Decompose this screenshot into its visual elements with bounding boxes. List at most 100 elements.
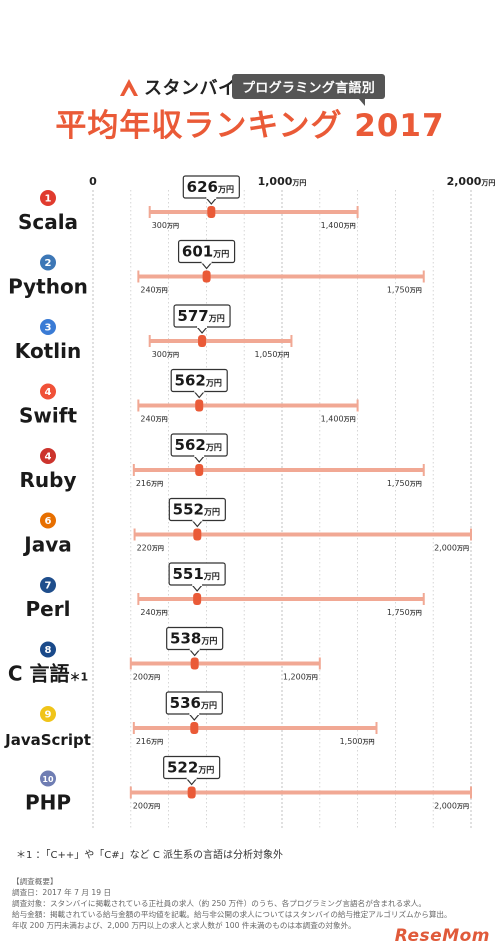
range-unit: 万円 [155, 417, 168, 424]
brand-name: スタンバイ [144, 78, 237, 99]
axis-tick-label: 1,000万円 [258, 175, 307, 188]
average-callout-joint [197, 325, 208, 328]
range-max-label: 2,000万円 [434, 802, 469, 811]
rank-badge [40, 770, 56, 787]
page-title: 平均年収ランキング 2017 [55, 108, 445, 144]
range-bar [149, 339, 292, 343]
range-min-cap [129, 786, 132, 799]
range-max-cap [470, 528, 472, 541]
range-max-cap [290, 335, 293, 347]
average-callout-joint [206, 196, 217, 199]
range-max-cap [422, 593, 425, 605]
rank-badge [40, 577, 56, 593]
survey-line: 調査日：2017 年 7 月 19 日 [12, 888, 112, 897]
range-max-label: 2,000万円 [434, 544, 469, 553]
watermark: ReseMom [394, 926, 490, 946]
range-min-label: 216万円 [136, 479, 163, 488]
rank-number: 4 [45, 387, 52, 398]
range-max-label: 1,050万円 [255, 350, 290, 359]
range-unit: 万円 [276, 352, 289, 359]
range-bar [133, 726, 377, 730]
average-callout-joint [189, 648, 200, 651]
range-unit: 万円 [305, 675, 318, 682]
range-unit: 万円 [343, 223, 356, 230]
average-callout-joint [194, 454, 205, 457]
average-callout-joint [192, 583, 203, 586]
average-unit: 万円 [205, 443, 222, 452]
range-max-cap [375, 722, 378, 734]
range-max-label: 1,750万円 [387, 608, 422, 617]
rank-number: 3 [45, 323, 52, 334]
range-unit: 万円 [147, 675, 160, 682]
language-name: Ruby [20, 468, 77, 492]
range-bar [138, 597, 424, 601]
average-dot [193, 528, 202, 541]
footnote: ＊1 ：「C++」や「C#」など C 派生系の言語は分析対象外 [16, 850, 283, 861]
range-min-cap [148, 206, 151, 218]
survey-notes: 【調査概要】 調査日：2017 年 7 月 19 日 調査対象：スタンバイに掲載… [12, 876, 452, 931]
range-bar [130, 661, 320, 666]
language-name: Kotlin [15, 339, 81, 363]
average-callout-joint [192, 519, 203, 522]
average-dot [198, 335, 207, 347]
range-min-cap [148, 335, 151, 347]
range-max-label: 1,400万円 [321, 221, 356, 230]
range-max-cap [422, 464, 425, 476]
range-unit: 万円 [361, 739, 374, 746]
range-min-label: 200万円 [133, 802, 160, 811]
average-unit: 万円 [203, 572, 220, 581]
average-dot [195, 399, 204, 412]
range-unit: 万円 [151, 546, 164, 553]
average-unit: 万円 [200, 637, 217, 646]
rank-number: 4 [45, 452, 52, 463]
range-min-label: 200万円 [133, 673, 160, 682]
range-max-cap [356, 206, 359, 218]
range-unit: 万円 [456, 546, 469, 553]
range-max-cap [318, 657, 321, 670]
rank-number: 6 [45, 516, 52, 527]
language-name: Swift [19, 404, 77, 428]
standby-logo-icon [120, 79, 138, 96]
language-footnote-mark: ＊1 [69, 671, 88, 684]
range-max-cap [470, 786, 472, 799]
average-callout-joint [201, 261, 212, 264]
average-dot [190, 722, 199, 734]
range-min-label: 240万円 [140, 415, 167, 424]
range-max-label: 1,200万円 [283, 673, 318, 682]
survey-line: 給与金額：掲載されている給与金額の平均値を記載。給与非公開の求人についてはスタン… [12, 910, 452, 919]
range-min-label: 240万円 [140, 608, 167, 617]
range-unit: 万円 [456, 804, 469, 811]
range-bar [138, 403, 358, 408]
range-max-cap [356, 399, 359, 412]
average-dot [187, 786, 196, 799]
axis-tick-label: 0 [89, 175, 97, 188]
rank-badge [40, 448, 56, 464]
rank-badge [40, 383, 56, 400]
average-unit: 万円 [203, 508, 220, 517]
rank-number: 9 [45, 710, 52, 721]
rank-number: 1 [45, 194, 52, 205]
average-unit: 万円 [200, 701, 217, 710]
axis-tick-unit: 万円 [480, 179, 495, 187]
brand: スタンバイ [118, 74, 237, 100]
range-unit: 万円 [409, 288, 422, 295]
rank-badge [40, 254, 56, 271]
header: スタンバイ プログラミング言語別 平均年収ランキング 2017 [0, 0, 500, 160]
range-unit: 万円 [343, 417, 356, 424]
average-dot [202, 270, 211, 283]
language-name: PHP [25, 791, 71, 815]
range-min-label: 240万円 [140, 286, 167, 295]
average-unit: 万円 [205, 379, 222, 388]
average-unit: 万円 [197, 766, 214, 775]
range-max-label: 1,400万円 [321, 415, 356, 424]
range-bar [133, 468, 424, 472]
range-min-cap [137, 593, 140, 605]
average-dot [193, 593, 202, 605]
range-max-label: 1,750万円 [387, 479, 422, 488]
average-unit: 万円 [212, 250, 229, 259]
average-dot [207, 206, 216, 218]
language-name: Python [8, 275, 88, 299]
rank-badge [40, 319, 56, 335]
rank-number: 2 [45, 258, 52, 269]
